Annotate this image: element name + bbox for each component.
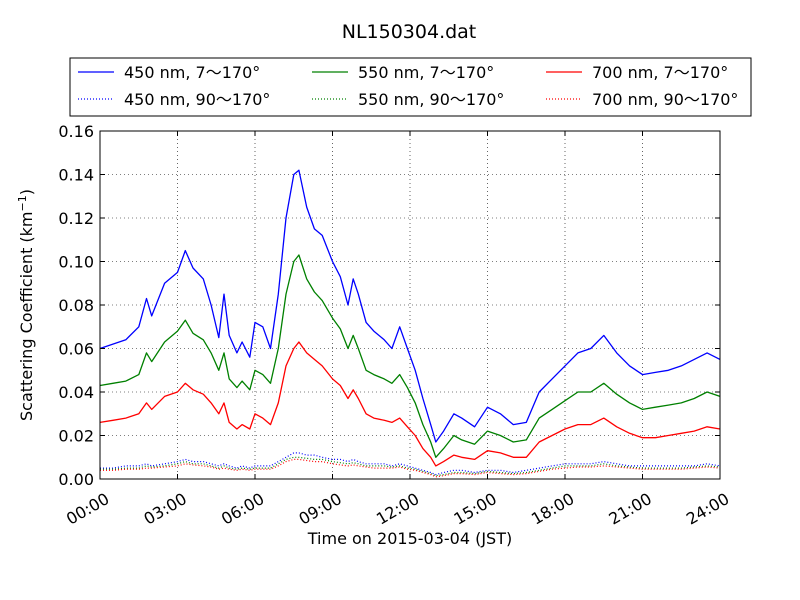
- x-tick-label: 00:00: [63, 489, 112, 529]
- legend-label-4: 550 nm, 90～170°: [358, 90, 504, 109]
- legend-label-0: 450 nm, 7～170°: [124, 63, 260, 82]
- series-line-1: [99, 254, 721, 458]
- plot-lines: [99, 169, 721, 478]
- y-axis-label: Scattering Coefficient (km−1): [16, 189, 36, 421]
- chart-title: NL150304.dat: [342, 21, 477, 43]
- y-tick-label: 0.04: [58, 383, 94, 402]
- x-tick-label: 03:00: [140, 489, 189, 529]
- legend-label-5: 700 nm, 90～170°: [592, 90, 738, 109]
- series-line-0: [99, 169, 721, 443]
- y-axis-label-close: ): [17, 189, 36, 195]
- legend-frame: [69, 57, 752, 117]
- series-line-3: [100, 452, 721, 476]
- y-tick-label: 0.12: [58, 209, 94, 228]
- x-tick-labels: 00:00 03:00 06:00 09:00 12:00 15:00 18:00 21:00…: [63, 489, 732, 529]
- series-line-4: [100, 456, 721, 477]
- y-tick-labels: 0.00 0.02 0.04 0.06 0.08 0.10 0.12 0.14 0.16: [58, 122, 94, 489]
- y-tick-label: 0.06: [58, 340, 94, 359]
- y-tick-label: 0.10: [58, 253, 94, 272]
- y-tick-label: 0.14: [58, 166, 94, 185]
- grid: [100, 131, 720, 479]
- y-tick-label: 0.02: [58, 427, 94, 446]
- x-tick-label: 09:00: [295, 489, 344, 529]
- x-tick-label: 06:00: [218, 489, 267, 529]
- y-tick-label: 0.08: [58, 296, 94, 315]
- legend-label-1: 550 nm, 7～170°: [358, 63, 494, 82]
- x-tick-label: 21:00: [605, 489, 654, 529]
- legend: 450 nm, 7～170° 550 nm, 7～170° 700 nm, 7～17…: [69, 57, 752, 117]
- y-axis-label-exponent: −1: [16, 195, 29, 211]
- y-tick-label: 0.16: [58, 122, 94, 141]
- y-tick-label: 0.00: [58, 470, 94, 489]
- legend-label-2: 700 nm, 7～170°: [592, 63, 728, 82]
- x-tick-label: 24:00: [683, 489, 732, 529]
- x-tick-label: 15:00: [450, 489, 499, 529]
- legend-label-3: 450 nm, 90～170°: [124, 90, 270, 109]
- ticks: [99, 130, 721, 480]
- x-tick-label: 12:00: [373, 489, 422, 529]
- x-axis-label: Time on 2015-03-04 (JST): [307, 529, 512, 548]
- x-tick-label: 18:00: [528, 489, 577, 529]
- series-line-2: [99, 341, 721, 467]
- y-axis-label-main: Scattering Coefficient (km: [17, 211, 36, 421]
